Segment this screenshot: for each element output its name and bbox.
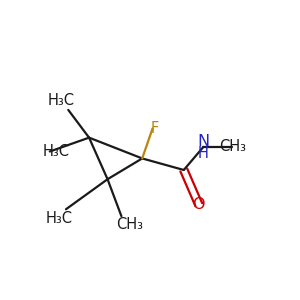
- Text: N: N: [197, 134, 209, 148]
- Text: H₃C: H₃C: [48, 93, 75, 108]
- Text: O: O: [193, 197, 205, 212]
- Text: H₃C: H₃C: [46, 211, 73, 226]
- Text: H: H: [198, 146, 209, 161]
- Text: CH₃: CH₃: [219, 140, 246, 154]
- Text: F: F: [151, 121, 159, 136]
- Text: H₃C: H₃C: [43, 144, 70, 159]
- Text: CH₃: CH₃: [116, 217, 143, 232]
